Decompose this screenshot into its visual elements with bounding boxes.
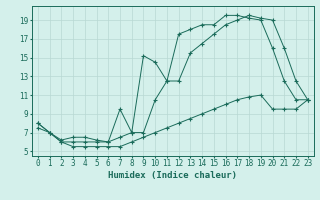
X-axis label: Humidex (Indice chaleur): Humidex (Indice chaleur) bbox=[108, 171, 237, 180]
